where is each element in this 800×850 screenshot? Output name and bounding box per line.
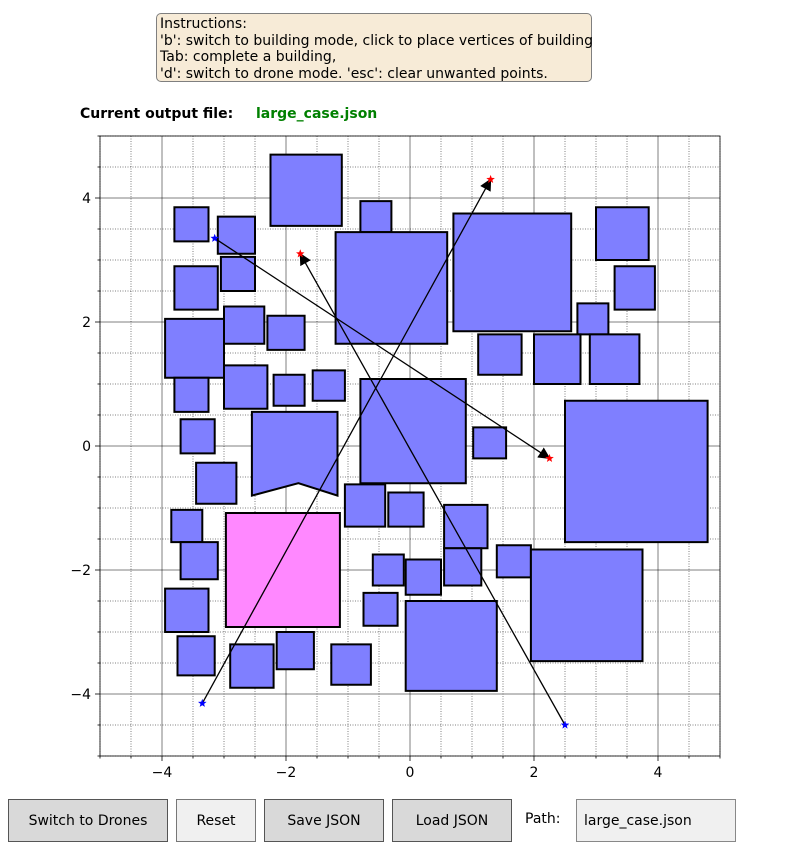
drone-start-marker[interactable]: [210, 233, 219, 242]
building-polygon[interactable]: [576, 302, 610, 336]
building-polygon[interactable]: [564, 399, 709, 544]
building-polygon[interactable]: [223, 305, 266, 345]
instructions-line: 'b': switch to building mode, click to p…: [160, 32, 593, 49]
building-polygon[interactable]: [266, 314, 306, 351]
switch-to-drones-button[interactable]: Switch to Drones: [8, 799, 168, 842]
reset-button[interactable]: Reset: [176, 799, 256, 842]
building-polygon[interactable]: [179, 541, 219, 581]
drone-end-marker[interactable]: [545, 453, 554, 462]
x-tick-label: 0: [406, 765, 415, 781]
building-polygon[interactable]: [387, 491, 425, 528]
building-polygon[interactable]: [334, 231, 449, 345]
building-polygon[interactable]: [179, 418, 216, 455]
save-json-button[interactable]: Save JSON: [264, 799, 384, 842]
building-polygon[interactable]: [362, 591, 399, 627]
drone-path-arrow: [201, 178, 492, 704]
building-polygon[interactable]: [176, 635, 216, 677]
y-tick-label: −2: [70, 563, 91, 579]
building-polygon[interactable]: [588, 333, 641, 385]
instructions-box: Instructions:'b': switch to building mod…: [156, 13, 593, 82]
x-tick-label: 2: [530, 765, 539, 781]
building-polygon[interactable]: [404, 600, 498, 692]
building-polygon[interactable]: [613, 265, 656, 311]
building-polygon[interactable]: [533, 333, 582, 385]
building-polygon[interactable]: [404, 558, 442, 596]
building-polygon[interactable]: [275, 631, 315, 671]
building-polygon[interactable]: [529, 548, 644, 663]
axis-ticks: −4 −2 0 2 4 −4 −2 0 2 4: [70, 135, 721, 781]
y-tick-label: 2: [82, 315, 91, 331]
building-polygon[interactable]: [330, 643, 372, 686]
building-polygon[interactable]: [219, 255, 256, 292]
path-input[interactable]: [576, 799, 736, 842]
y-tick-label: −4: [70, 687, 91, 703]
building-polygon[interactable]: [216, 215, 256, 255]
map-canvas[interactable]: −4 −2 0 2 4 −4 −2 0 2 4: [0, 0, 800, 790]
building-polygon[interactable]: [173, 376, 210, 413]
building-polygon[interactable]: [359, 378, 467, 485]
building-polygon[interactable]: [173, 265, 219, 311]
building-polygon[interactable]: [195, 461, 238, 505]
building-polygon[interactable]: [223, 364, 269, 410]
building-polygon[interactable]: [164, 317, 225, 379]
output-file-name: large_case.json: [256, 106, 378, 122]
building-polygon[interactable]: [443, 547, 483, 587]
selected-building-polygon[interactable]: [224, 512, 341, 628]
drone-end-marker[interactable]: [486, 174, 495, 183]
drone-start-marker[interactable]: [560, 720, 570, 729]
building-polygon[interactable]: [343, 483, 387, 528]
y-tick-label: 0: [82, 439, 91, 455]
instructions-line: Tab: complete a building,: [160, 49, 337, 65]
drone-start-marker[interactable]: [198, 698, 207, 707]
building-polygon[interactable]: [229, 643, 275, 689]
building-polygon[interactable]: [272, 373, 306, 407]
path-label: Path:: [525, 811, 561, 827]
building-polygon[interactable]: [250, 410, 339, 497]
instructions-line: Instructions:: [160, 16, 247, 32]
building-polygon[interactable]: [477, 333, 523, 376]
y-tick-label: 4: [82, 191, 91, 207]
drone-path-arrow: [214, 237, 551, 460]
load-json-button[interactable]: Load JSON: [392, 799, 512, 842]
building-polygon[interactable]: [170, 508, 204, 544]
building-polygon[interactable]: [269, 153, 343, 227]
building-polygon[interactable]: [311, 369, 346, 402]
x-tick-label: −2: [276, 765, 297, 781]
x-tick-label: 4: [654, 765, 663, 781]
x-tick-label: −4: [152, 765, 173, 781]
building-polygon[interactable]: [371, 553, 405, 587]
building-polygon[interactable]: [359, 200, 393, 234]
building-polygon[interactable]: [472, 426, 508, 460]
building-polygon[interactable]: [452, 212, 573, 333]
output-file-label: Current output file:: [80, 106, 234, 122]
building-polygon[interactable]: [173, 206, 210, 243]
drone-path-arrow: [299, 252, 566, 726]
building-polygon[interactable]: [595, 206, 650, 261]
buildings-layer[interactable]: [164, 153, 709, 692]
drone-end-marker[interactable]: [296, 249, 305, 258]
building-polygon[interactable]: [164, 587, 210, 633]
building-polygon[interactable]: [443, 503, 489, 550]
instructions-line: 'd': switch to drone mode. 'esc': clear …: [160, 65, 548, 82]
building-polygon[interactable]: [495, 544, 532, 579]
drones-layer[interactable]: [198, 174, 570, 729]
